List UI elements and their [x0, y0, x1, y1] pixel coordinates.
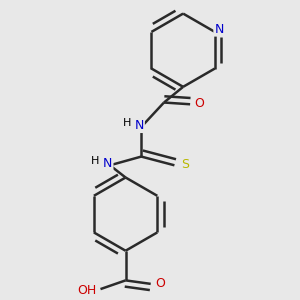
Text: H: H: [91, 156, 99, 166]
Text: N: N: [214, 22, 224, 36]
Text: N: N: [134, 119, 144, 132]
Text: O: O: [195, 97, 205, 110]
Text: S: S: [181, 158, 189, 171]
Text: N: N: [103, 158, 112, 170]
Text: O: O: [155, 278, 165, 290]
Text: H: H: [122, 118, 131, 128]
Text: OH: OH: [78, 284, 97, 297]
